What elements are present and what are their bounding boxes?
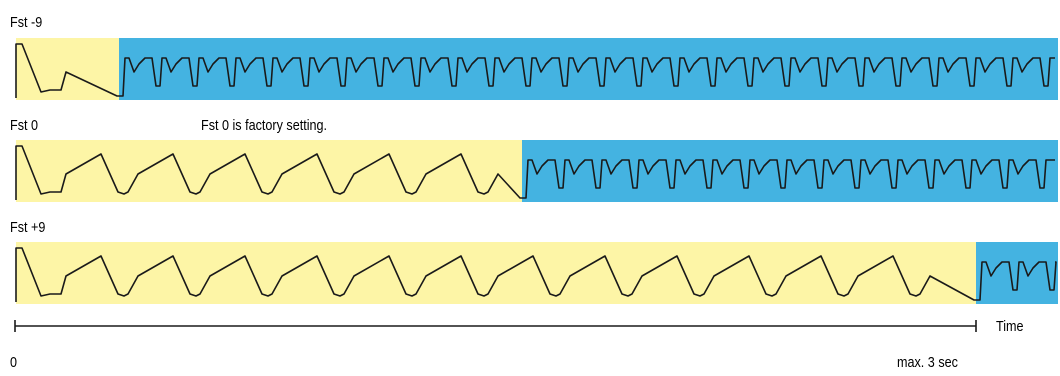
row-fst-minus-9 <box>15 38 1058 100</box>
row-fst-plus-9 <box>15 242 1058 304</box>
signal-waveform <box>15 145 1055 200</box>
row-fst-0 <box>15 140 1058 202</box>
time-axis-label: Time <box>996 318 1024 335</box>
factory-setting-note: Fst 0 is factory setting. <box>201 117 328 134</box>
time-axis-end-label: max. 3 sec <box>897 354 958 371</box>
pulse-phase-area <box>119 38 1058 100</box>
row-label-fst-0: Fst 0 <box>10 117 39 134</box>
ramp-phase-area <box>16 140 522 202</box>
ramp-phase-area <box>16 242 976 304</box>
pulse-phase-area <box>522 140 1058 202</box>
signal-waveform <box>15 43 1055 98</box>
time-axis-start-label: 0 <box>10 354 18 371</box>
row-label-fst-minus-9: Fst -9 <box>10 14 43 31</box>
pulse-phase-area <box>976 242 1058 304</box>
row-label-fst-plus-9: Fst +9 <box>10 219 46 236</box>
signal-waveform <box>15 247 1057 302</box>
time-axis <box>14 320 977 332</box>
